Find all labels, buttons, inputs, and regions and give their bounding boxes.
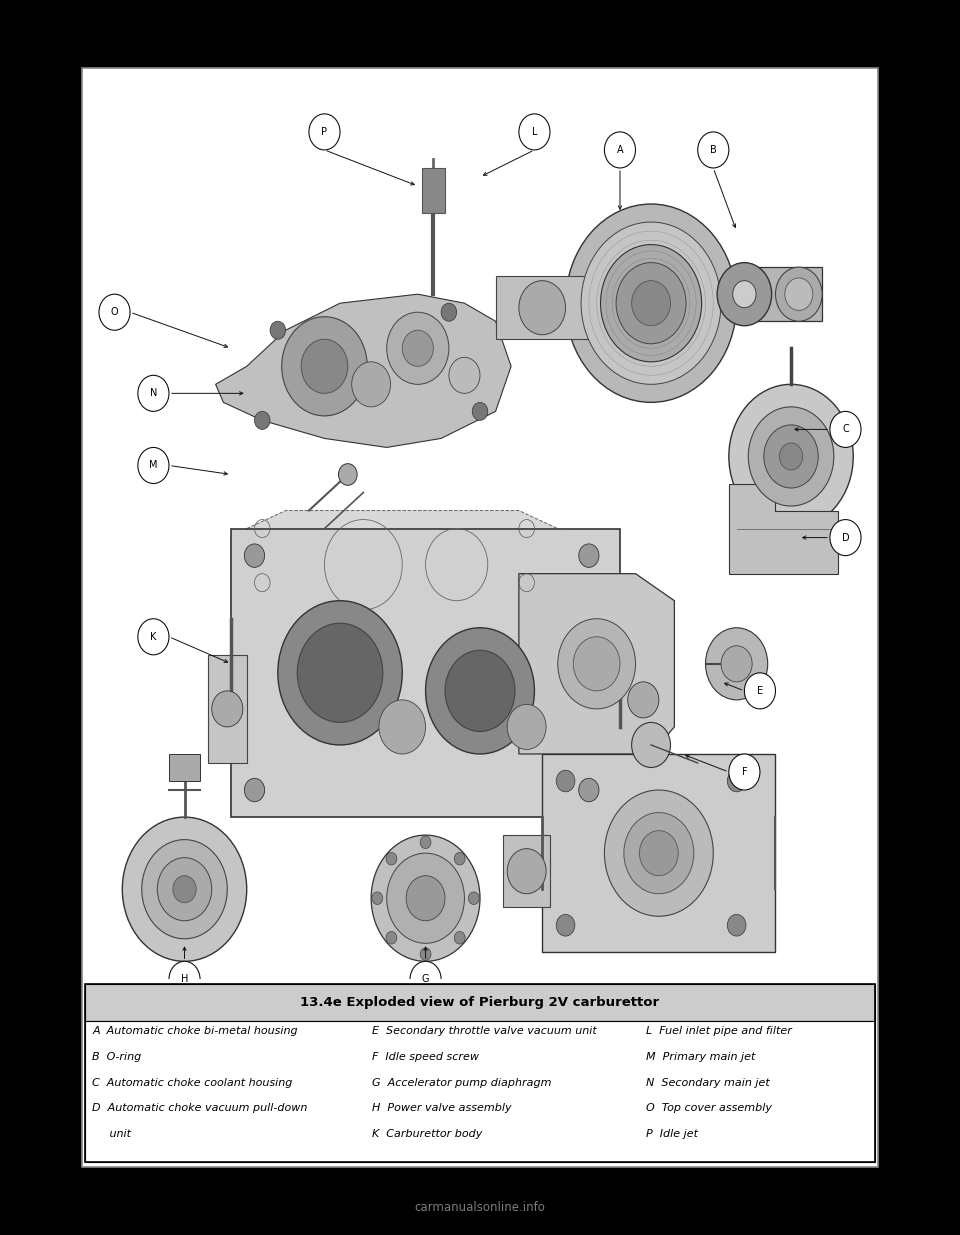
Text: C  Automatic choke coolant housing: C Automatic choke coolant housing (92, 1078, 293, 1088)
Text: O  Top cover assembly: O Top cover assembly (646, 1103, 772, 1113)
Text: F  Idle speed screw: F Idle speed screw (372, 1052, 479, 1062)
Text: M  Primary main jet: M Primary main jet (646, 1052, 756, 1062)
Text: L  Fuel inlet pipe and filter: L Fuel inlet pipe and filter (646, 1026, 792, 1036)
FancyBboxPatch shape (85, 1021, 875, 1162)
Text: G  Accelerator pump diaphragm: G Accelerator pump diaphragm (372, 1078, 551, 1088)
Text: K  Carburettor body: K Carburettor body (372, 1129, 482, 1139)
Text: N  Secondary main jet: N Secondary main jet (646, 1078, 770, 1088)
FancyBboxPatch shape (85, 984, 875, 1021)
Text: B  O-ring: B O-ring (92, 1052, 141, 1062)
Text: P  Idle jet: P Idle jet (646, 1129, 698, 1139)
Text: A  Automatic choke bi-metal housing: A Automatic choke bi-metal housing (92, 1026, 298, 1036)
Text: carmanualsonline.info: carmanualsonline.info (415, 1202, 545, 1214)
Text: D  Automatic choke vacuum pull-down: D Automatic choke vacuum pull-down (92, 1103, 307, 1113)
Text: E  Secondary throttle valve vacuum unit: E Secondary throttle valve vacuum unit (372, 1026, 597, 1036)
Text: 13.4e Exploded view of Pierburg 2V carburettor: 13.4e Exploded view of Pierburg 2V carbu… (300, 997, 660, 1009)
Text: unit: unit (92, 1129, 132, 1139)
Text: H  Power valve assembly: H Power valve assembly (372, 1103, 512, 1113)
FancyBboxPatch shape (82, 68, 878, 1167)
